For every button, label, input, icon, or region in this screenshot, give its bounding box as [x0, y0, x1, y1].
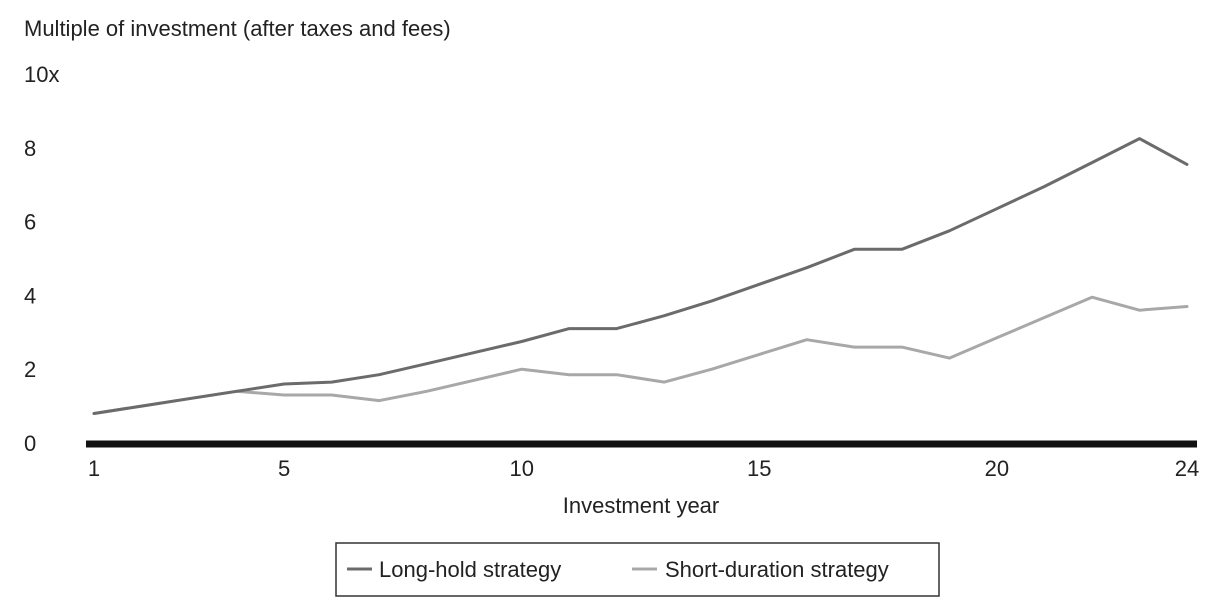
- y-tick-labels: 0 2 4 6 8 10x: [24, 62, 59, 456]
- series-line-long-hold: [92, 137, 1189, 415]
- legend-box: [335, 542, 940, 597]
- x-tick-label: 1: [88, 456, 100, 481]
- legend: Long-hold strategy Short-duration strate…: [335, 542, 940, 597]
- y-tick-label: 10x: [24, 62, 59, 87]
- x-tick-label: 20: [985, 456, 1009, 481]
- x-tick-label: 5: [278, 456, 290, 481]
- y-tick-label: 0: [24, 431, 36, 456]
- x-axis-title: Investment year: [563, 493, 720, 518]
- x-tick-labels: 1 5 10 15 20 24: [88, 456, 1199, 481]
- y-tick-label: 8: [24, 136, 36, 161]
- y-tick-label: 4: [24, 283, 36, 308]
- y-tick-label: 6: [24, 210, 36, 235]
- y-tick-label: 2: [24, 357, 36, 382]
- series-lines: [92, 137, 1189, 415]
- series-line-short-duration: [92, 295, 1189, 415]
- x-tick-label: 24: [1175, 456, 1199, 481]
- y-axis-title: Multiple of investment (after taxes and …: [24, 16, 451, 41]
- x-tick-label: 10: [509, 456, 533, 481]
- legend-label-long-hold: Long-hold strategy: [379, 557, 561, 582]
- x-tick-label: 15: [747, 456, 771, 481]
- legend-label-short-duration: Short-duration strategy: [665, 557, 889, 582]
